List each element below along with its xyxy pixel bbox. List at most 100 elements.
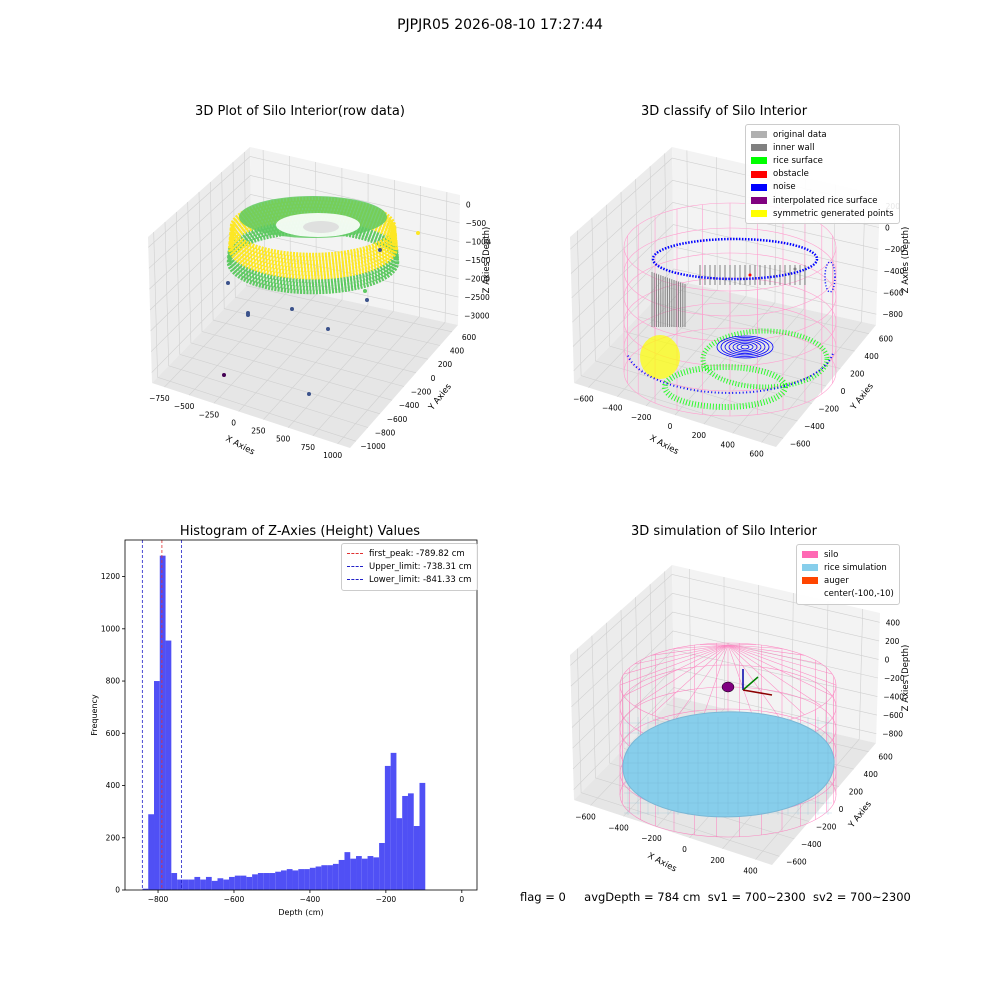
histogram-bar <box>148 814 155 890</box>
p3-ytick-label: 1200 <box>101 572 120 581</box>
p4-xtick: 200 <box>710 856 725 865</box>
p4-axis-arrow-y <box>742 676 759 691</box>
p4-ytick: 0 <box>839 805 844 814</box>
legend-swatch <box>751 157 767 165</box>
panel4-3d-simulation-plot: −600−400−2000200400−600−400−200020040060… <box>570 565 911 876</box>
p1-outlier-point <box>416 231 420 235</box>
p2-silo-wireframe <box>623 202 837 417</box>
histogram-bar <box>240 875 247 890</box>
p1-ytick: −1000 <box>360 442 386 451</box>
p3-xtick-label: −600 <box>224 895 245 904</box>
p2-xtick: −400 <box>602 404 623 413</box>
footer-avg-depth: avgDepth = 784 cm <box>584 890 701 904</box>
legend-label: silo <box>824 549 839 560</box>
histogram-bar <box>298 869 305 890</box>
histogram-bar <box>344 852 351 890</box>
p2-xtick: 200 <box>692 431 707 440</box>
legend-item: rice simulation <box>802 561 894 574</box>
p4-ztick: 200 <box>885 637 900 646</box>
p3-ylabel: Frequency <box>90 694 99 736</box>
histogram-bar <box>280 870 287 890</box>
legend-label: original data <box>773 129 827 140</box>
legend-item: inner wall <box>751 141 894 154</box>
p1-ztick: −1500 <box>465 256 491 265</box>
p2-rice-surface-right <box>700 328 830 390</box>
legend-swatch <box>802 564 818 572</box>
footer-flag: flag = 0 <box>520 890 566 904</box>
legend-item: center(-100,-10) <box>802 588 894 601</box>
legend-swatch <box>751 197 767 205</box>
p1-xtick: −250 <box>199 410 220 419</box>
legend-label: rice simulation <box>824 562 887 573</box>
p3-xtick-label: −800 <box>148 895 169 904</box>
p4-ztick: −800 <box>882 730 903 739</box>
p4-rice-mesh <box>624 717 832 815</box>
legend-item: original data <box>751 128 894 141</box>
panel3-legend: first_peak: -789.82 cm Upper_limit: -738.… <box>341 543 478 591</box>
histogram-bar <box>200 879 206 890</box>
p4-ztick: −600 <box>883 711 904 720</box>
histogram-bar <box>356 856 362 890</box>
histogram-bar <box>154 681 160 890</box>
p2-ytick: 400 <box>864 352 879 361</box>
p4-xtick: −600 <box>575 812 596 821</box>
histogram-bar <box>177 879 183 890</box>
histogram-bar <box>205 876 212 890</box>
p3-ytick-label: 1000 <box>101 624 120 633</box>
legend-label: first_peak: -789.82 cm <box>369 548 465 559</box>
p2-xtick: 400 <box>721 440 736 449</box>
histogram-bar <box>350 858 357 890</box>
p2-obstacle <box>748 273 752 277</box>
footer-status: flag = 0 avgDepth = 784 cm sv1 = 700~230… <box>520 890 911 904</box>
histogram-bar <box>211 880 218 890</box>
legend-item: Lower_limit: -841.33 cm <box>347 573 472 586</box>
histogram-bar <box>407 793 414 890</box>
p1-hole-inner <box>303 221 339 233</box>
p1-ytick: −800 <box>375 429 396 438</box>
p4-ztick: 400 <box>886 618 901 627</box>
p1-ztick: −2000 <box>465 275 491 284</box>
histogram-bar <box>275 871 281 890</box>
panel1-3d-raw-plot: −750−500−25002505007501000−1000−800−600−… <box>148 147 492 460</box>
p1-ytick: 400 <box>450 347 465 356</box>
histogram-bar <box>402 795 408 890</box>
p4-ztick: −400 <box>883 693 904 702</box>
histogram-bar <box>315 866 322 890</box>
legend-label: rice surface <box>773 155 823 166</box>
p2-xlabel: X Axies <box>648 433 681 457</box>
legend-label: Upper_limit: -738.31 cm <box>369 561 472 572</box>
p1-outlier-point <box>290 307 294 311</box>
panel3-histogram: −800 −600 −400 −200 0 0 200 400 600 800 1000 1200 De… <box>90 539 478 917</box>
panel2-title: 3D classify of Silo Interior <box>640 104 808 119</box>
p2-symmetric-points <box>640 335 680 379</box>
histogram-bar <box>338 859 345 890</box>
legend-swatch <box>802 577 818 585</box>
p3-xtick-label: −200 <box>376 895 397 904</box>
p2-ztick: 0 <box>885 224 890 233</box>
p1-xtick: −750 <box>149 394 170 403</box>
p1-xtick: 500 <box>276 435 291 444</box>
p2-floor-pane <box>574 280 876 447</box>
p2-ztick: −200 <box>884 245 905 254</box>
p1-outlier-point <box>365 298 369 302</box>
histogram-bar <box>229 876 235 890</box>
legend-label: auger <box>824 575 849 586</box>
legend-item: rice surface <box>751 154 894 167</box>
histogram-bar <box>332 863 339 890</box>
p1-grid <box>148 149 460 445</box>
histogram-bar <box>396 818 403 890</box>
histogram-bar <box>165 640 172 890</box>
p1-xtick: −500 <box>174 402 195 411</box>
p3-axes-frame <box>124 539 478 891</box>
histogram-bar <box>286 869 293 890</box>
p4-xtick: 400 <box>743 867 758 876</box>
p1-ytick: 0 <box>431 374 436 383</box>
p2-ztick: −400 <box>884 267 905 276</box>
legend-label: symmetric generated points <box>773 208 894 219</box>
p1-outlier-point <box>246 313 250 317</box>
histogram-bar <box>367 856 374 890</box>
histogram-bar <box>304 869 310 890</box>
histogram-bar <box>321 865 328 890</box>
legend-swatch <box>802 591 818 598</box>
p2-ytick: 0 <box>841 387 846 396</box>
